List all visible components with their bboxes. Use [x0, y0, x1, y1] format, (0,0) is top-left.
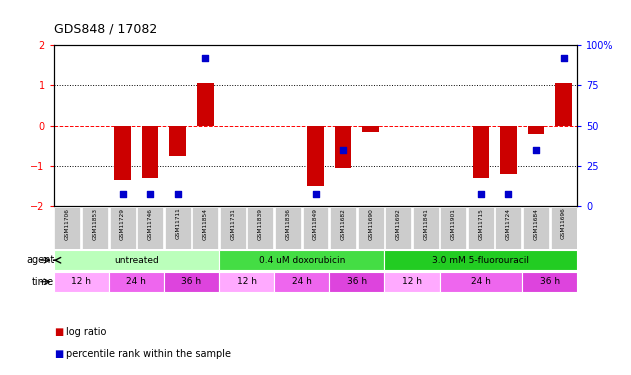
Bar [500, 126, 517, 174]
Text: 36 h: 36 h [347, 277, 367, 286]
Text: GSM11731: GSM11731 [230, 208, 235, 240]
Bar [197, 83, 213, 126]
Point [531, 147, 541, 153]
Text: GSM11690: GSM11690 [368, 208, 373, 240]
Text: GSM11724: GSM11724 [506, 208, 511, 240]
Bar [114, 126, 131, 180]
FancyBboxPatch shape [274, 272, 329, 292]
FancyBboxPatch shape [219, 272, 274, 292]
Text: 24 h: 24 h [471, 277, 491, 286]
Text: 12 h: 12 h [237, 277, 257, 286]
Text: 24 h: 24 h [292, 277, 312, 286]
FancyBboxPatch shape [54, 272, 109, 292]
Text: 36 h: 36 h [181, 277, 201, 286]
Text: time: time [32, 277, 54, 287]
Bar [555, 83, 572, 126]
Text: GSM11696: GSM11696 [561, 208, 566, 240]
Text: 3.0 mM 5-fluorouracil: 3.0 mM 5-fluorouracil [432, 256, 529, 265]
Bar [307, 126, 324, 186]
Text: GSM11682: GSM11682 [341, 208, 346, 240]
Text: GSM11849: GSM11849 [313, 208, 318, 240]
FancyBboxPatch shape [386, 207, 411, 249]
Point [310, 190, 321, 196]
Point [200, 55, 210, 61]
Text: GSM11711: GSM11711 [175, 208, 180, 240]
Bar [169, 126, 186, 156]
Text: 12 h: 12 h [402, 277, 422, 286]
Point [476, 190, 486, 196]
Text: GSM11841: GSM11841 [423, 208, 428, 240]
FancyBboxPatch shape [551, 207, 577, 249]
FancyBboxPatch shape [164, 272, 219, 292]
FancyBboxPatch shape [275, 207, 301, 249]
Bar [362, 126, 379, 132]
FancyBboxPatch shape [384, 250, 577, 270]
FancyBboxPatch shape [358, 207, 384, 249]
FancyBboxPatch shape [54, 250, 219, 270]
FancyBboxPatch shape [247, 207, 273, 249]
FancyBboxPatch shape [54, 207, 80, 249]
Text: 24 h: 24 h [126, 277, 146, 286]
Text: GSM11853: GSM11853 [93, 208, 97, 240]
Bar [528, 126, 545, 134]
Text: GSM11839: GSM11839 [258, 208, 263, 240]
Text: GSM11836: GSM11836 [285, 208, 290, 240]
Text: GSM11729: GSM11729 [120, 208, 125, 240]
Text: 12 h: 12 h [71, 277, 91, 286]
FancyBboxPatch shape [522, 272, 577, 292]
Point [173, 190, 183, 196]
Text: percentile rank within the sample: percentile rank within the sample [66, 350, 231, 359]
FancyBboxPatch shape [302, 207, 329, 249]
FancyBboxPatch shape [330, 207, 356, 249]
FancyBboxPatch shape [468, 207, 494, 249]
FancyBboxPatch shape [110, 207, 136, 249]
Point [504, 190, 514, 196]
Point [145, 190, 155, 196]
FancyBboxPatch shape [82, 207, 108, 249]
Point [117, 190, 127, 196]
Text: 0.4 uM doxorubicin: 0.4 uM doxorubicin [259, 256, 345, 265]
Bar [142, 126, 158, 178]
FancyBboxPatch shape [165, 207, 191, 249]
FancyBboxPatch shape [220, 207, 245, 249]
Text: GSM11746: GSM11746 [148, 208, 153, 240]
Text: ■: ■ [54, 327, 63, 337]
Bar [473, 126, 489, 178]
Point [338, 147, 348, 153]
Point [558, 55, 569, 61]
Text: GDS848 / 17082: GDS848 / 17082 [54, 22, 157, 36]
Text: agent: agent [26, 255, 54, 265]
FancyBboxPatch shape [495, 207, 521, 249]
FancyBboxPatch shape [440, 207, 466, 249]
Text: GSM11684: GSM11684 [534, 208, 538, 240]
Text: ■: ■ [54, 350, 63, 359]
Text: log ratio: log ratio [66, 327, 107, 337]
FancyBboxPatch shape [413, 207, 439, 249]
Text: GSM11715: GSM11715 [478, 208, 483, 240]
FancyBboxPatch shape [384, 272, 440, 292]
Text: GSM11706: GSM11706 [65, 208, 70, 240]
Text: GSM11854: GSM11854 [203, 208, 208, 240]
Text: 36 h: 36 h [540, 277, 560, 286]
Text: GSM11901: GSM11901 [451, 208, 456, 240]
FancyBboxPatch shape [523, 207, 549, 249]
FancyBboxPatch shape [137, 207, 163, 249]
FancyBboxPatch shape [109, 272, 164, 292]
Text: GSM11692: GSM11692 [396, 208, 401, 240]
FancyBboxPatch shape [329, 272, 384, 292]
FancyBboxPatch shape [219, 250, 384, 270]
Bar [335, 126, 351, 168]
FancyBboxPatch shape [440, 272, 522, 292]
FancyBboxPatch shape [192, 207, 218, 249]
Text: untreated: untreated [114, 256, 159, 265]
